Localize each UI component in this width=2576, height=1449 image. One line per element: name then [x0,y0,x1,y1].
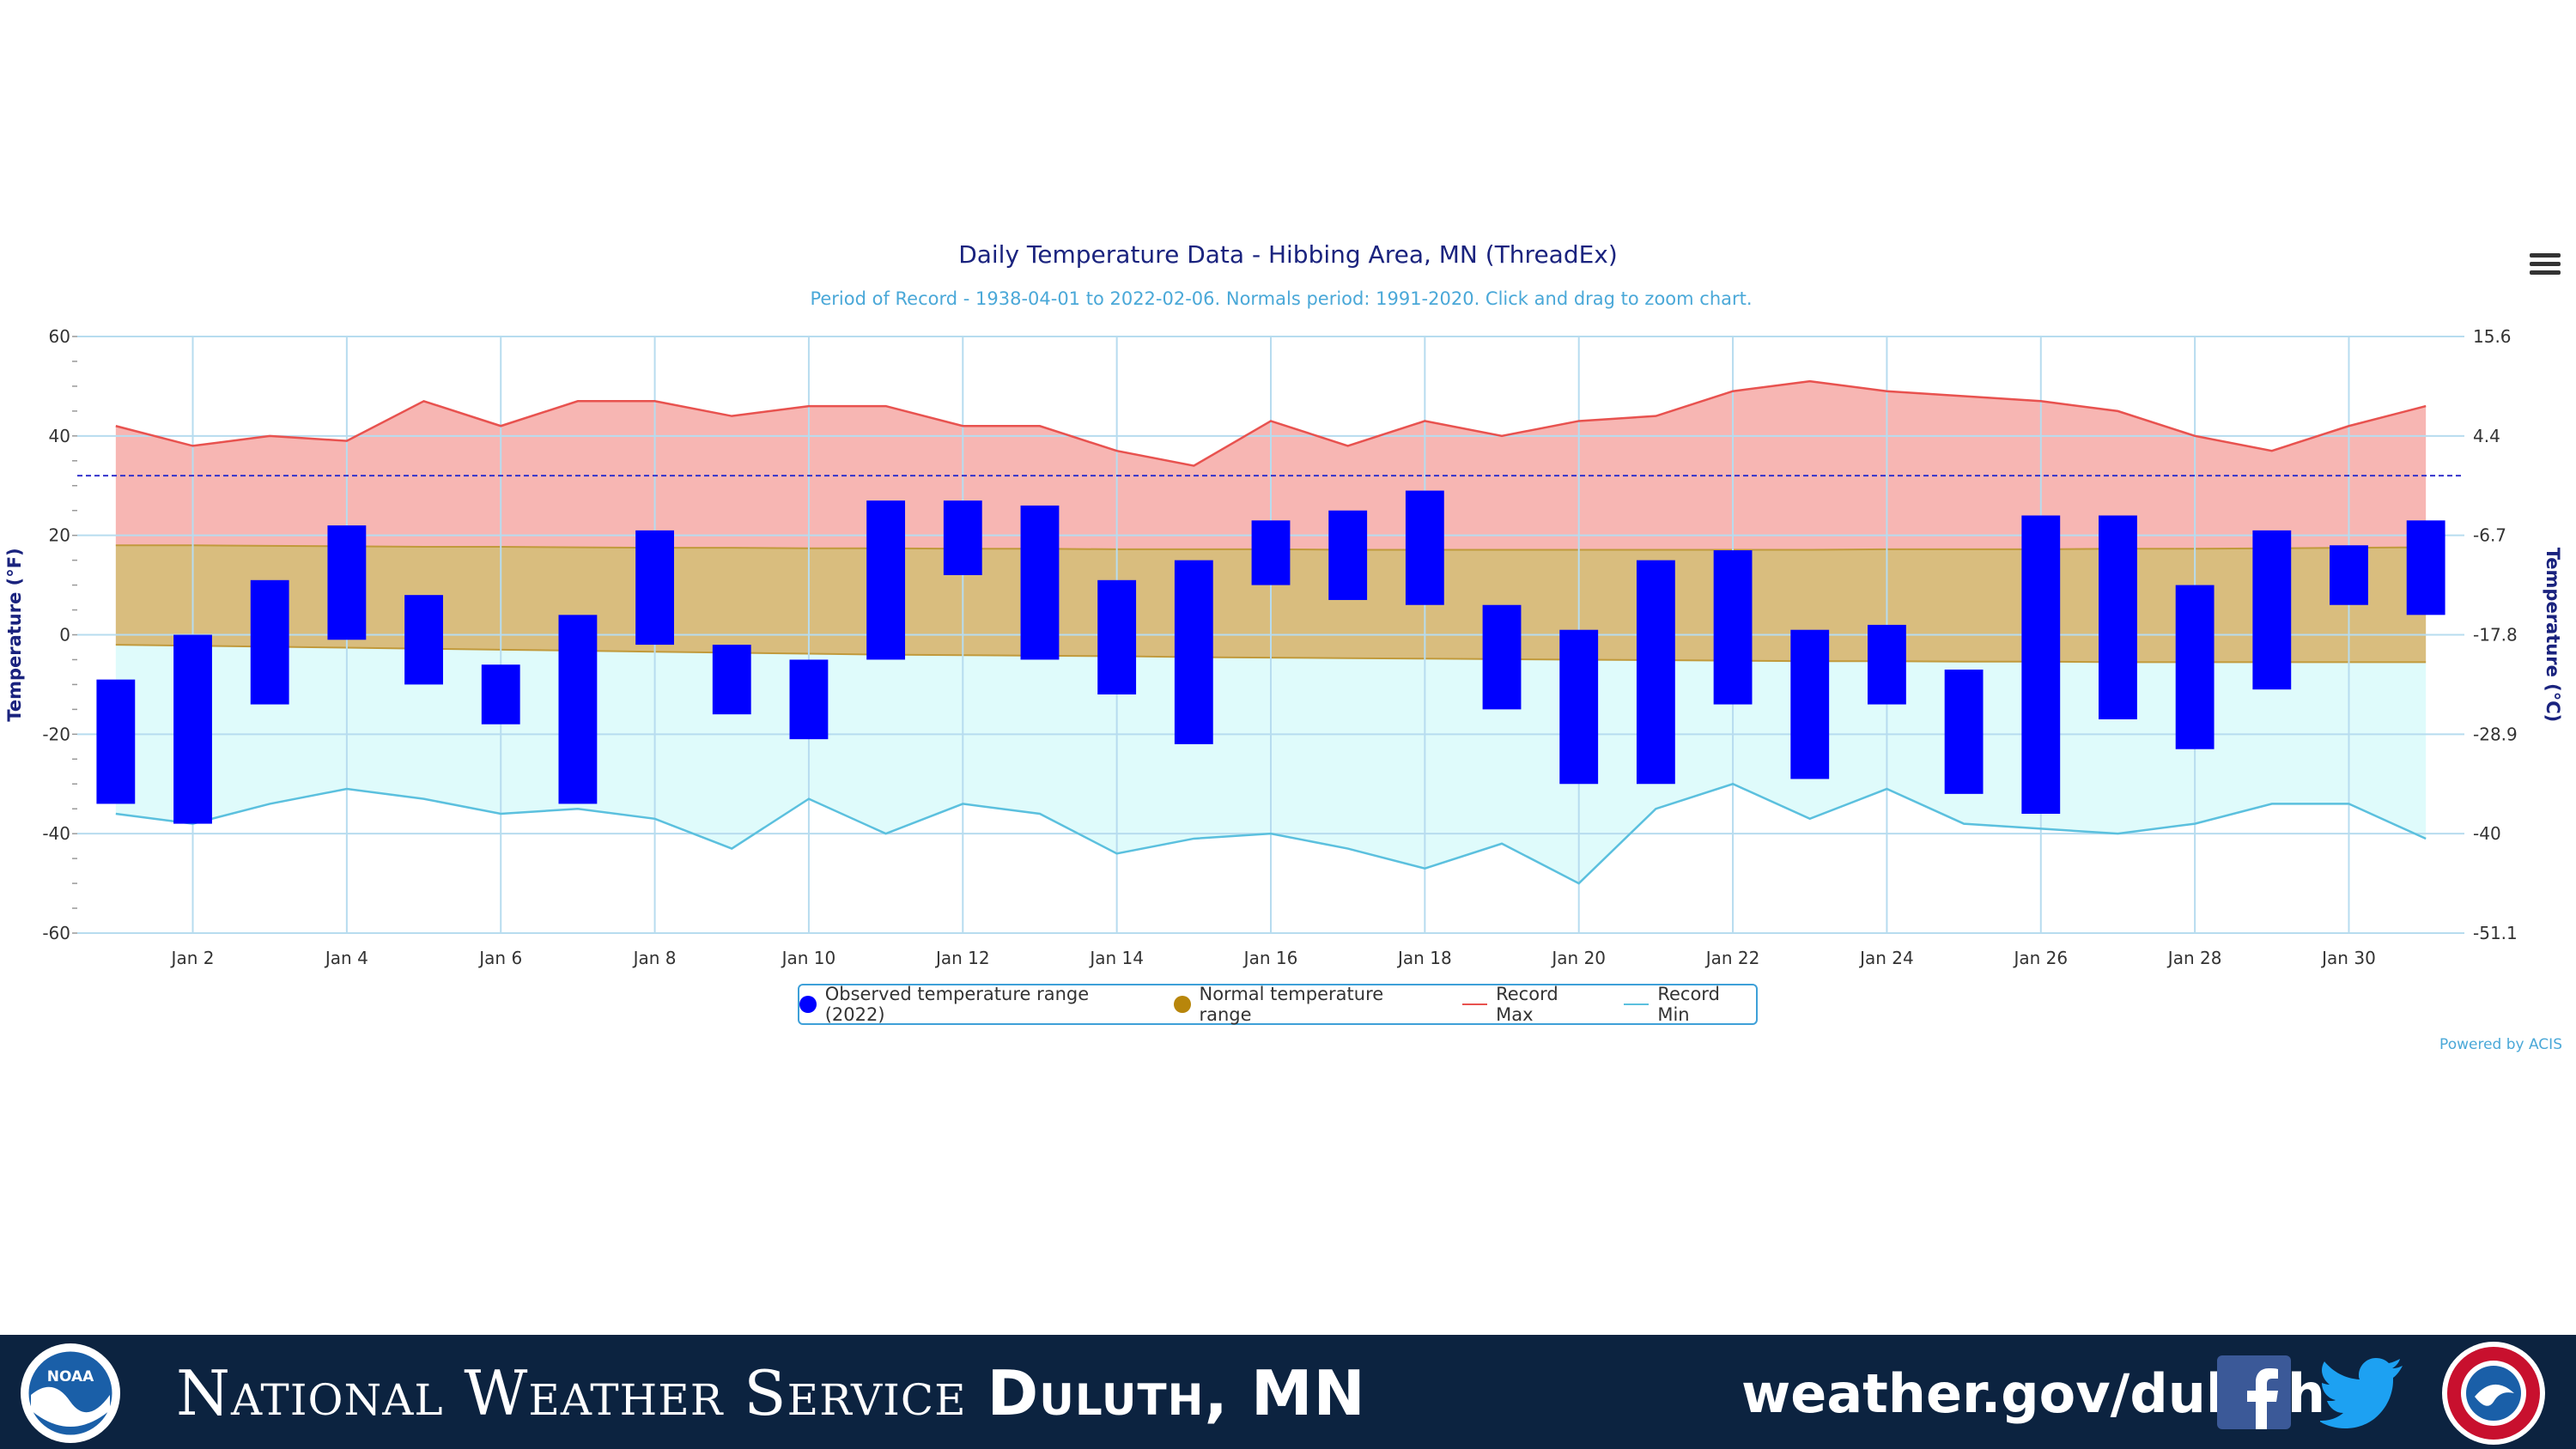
legend-label: Record Min [1657,984,1720,1025]
chart-title: Daily Temperature Data - Hibbing Area, M… [958,240,1618,269]
legend-item-normal[interactable]: Normal temperature range [1173,984,1438,1025]
org-prefix: National Weather Service [176,1357,967,1429]
legend-label: Normal temperature range [1199,984,1384,1025]
legend-dot-icon [799,996,817,1013]
x-tick-label: Jan 2 [170,948,215,968]
observed-bar[interactable] [404,595,443,685]
y-right-tick-label: 4.4 [2473,426,2500,446]
chart-menu-icon[interactable] [2530,249,2561,280]
observed-bar[interactable] [481,664,520,724]
y-axis-title-right: Temperature (°C) [2543,548,2563,722]
observed-bar[interactable] [712,645,751,715]
observed-bar[interactable] [866,500,906,660]
observed-bar[interactable] [943,500,982,575]
legend-item-record-max[interactable]: Record Max [1461,984,1600,1025]
observed-bar[interactable] [96,679,136,804]
observed-bar[interactable] [2406,520,2445,615]
y-right-tick-label: -17.8 [2473,625,2518,646]
legend-label: Observed temperature range (2022) [824,984,1090,1025]
observed-bar[interactable] [1868,624,1906,705]
legend-label: Record Max [1496,984,1558,1025]
facebook-icon[interactable] [2217,1355,2291,1429]
office-name: National Weather Service Duluth, MN [176,1362,1366,1424]
y-axis-title-left: Temperature (°F) [4,548,25,721]
y-tick-label: -20 [42,724,70,744]
x-tick-label: Jan 24 [1858,948,1914,968]
y-tick-label: 0 [59,625,70,646]
observed-bar[interactable] [1405,490,1444,605]
x-tick-label: Jan 8 [632,948,677,968]
credits-link[interactable]: Powered by ACIS [2439,1036,2562,1053]
observed-bar[interactable] [2021,515,2061,815]
y-tick-label: 40 [49,426,70,446]
observed-bar[interactable] [2252,530,2292,690]
x-tick-label: Jan 10 [781,948,836,968]
temperature-chart[interactable]: Daily Temperature Data - Hibbing Area, M… [0,0,2576,1335]
y-right-tick-label: -51.1 [2473,923,2518,943]
legend-item-record-min[interactable]: Record Min [1623,984,1756,1025]
y-tick-label: 20 [49,525,70,546]
observed-bar[interactable] [173,634,212,824]
legend-item-observed[interactable]: Observed temperature range (2022) [799,984,1150,1025]
observed-bar[interactable] [1174,560,1213,744]
noaa-logo-icon: NOAA [21,1343,120,1443]
x-tick-label: Jan 20 [1550,948,1606,968]
x-tick-label: Jan 14 [1088,948,1144,968]
chart-area: Daily Temperature Data - Hibbing Area, M… [0,0,2576,1335]
legend-line-icon [1623,1003,1649,1005]
y-right-tick-label: -6.7 [2473,525,2506,546]
record-min-line [115,782,2427,885]
org-office: Duluth, MN [987,1357,1366,1429]
observed-bar[interactable] [789,659,829,740]
observed-bar[interactable] [1328,510,1368,600]
footer-banner: NOAA National Weather Service Duluth, MN… [0,1335,2576,1449]
chart-legend: Observed temperature range (2022) Normal… [798,984,1758,1025]
observed-bar[interactable] [1482,604,1522,710]
x-tick-label: Jan 16 [1242,948,1298,968]
legend-line-icon [1461,1003,1488,1005]
x-tick-label: Jan 4 [324,948,368,968]
observed-bar[interactable] [2099,515,2137,719]
observed-bar[interactable] [1097,579,1137,694]
observed-bar[interactable] [327,525,367,640]
y-tick-label: 60 [49,326,70,347]
y-tick-label: -40 [42,823,70,844]
x-tick-label: Jan 30 [2320,948,2376,968]
chart-subtitle: Period of Record - 1938-04-01 to 2022-02… [810,288,1752,309]
record-max-line [115,379,2427,467]
y-right-tick-label: 15.6 [2473,326,2512,347]
observed-bar[interactable] [1944,670,1984,794]
observed-bar[interactable] [250,579,289,705]
observed-bar[interactable] [1713,550,1753,705]
noaa-logo-text: NOAA [47,1368,94,1385]
nws-logo-icon [2442,1342,2545,1445]
observed-bar[interactable] [635,530,674,646]
observed-bar[interactable] [1559,629,1599,785]
observed-bar[interactable] [1251,520,1291,585]
observed-bar[interactable] [558,615,598,804]
observed-bar[interactable] [1790,629,1830,779]
observed-bar[interactable] [1020,505,1060,660]
y-right-tick-label: -40 [2473,823,2501,844]
x-tick-label: Jan 22 [1704,948,1760,968]
x-tick-label: Jan 26 [2012,948,2068,968]
x-tick-label: Jan 12 [934,948,990,968]
x-tick-label: Jan 18 [1396,948,1452,968]
observed-bar[interactable] [2330,545,2368,605]
x-tick-label: Jan 6 [477,948,522,968]
observed-bar[interactable] [1636,560,1675,785]
y-right-tick-label: -28.9 [2473,724,2518,744]
twitter-icon[interactable] [2320,1354,2406,1431]
observed-bar[interactable] [2175,585,2215,749]
legend-dot-icon [1173,996,1191,1013]
x-tick-label: Jan 28 [2166,948,2222,968]
y-tick-label: -60 [42,923,70,943]
